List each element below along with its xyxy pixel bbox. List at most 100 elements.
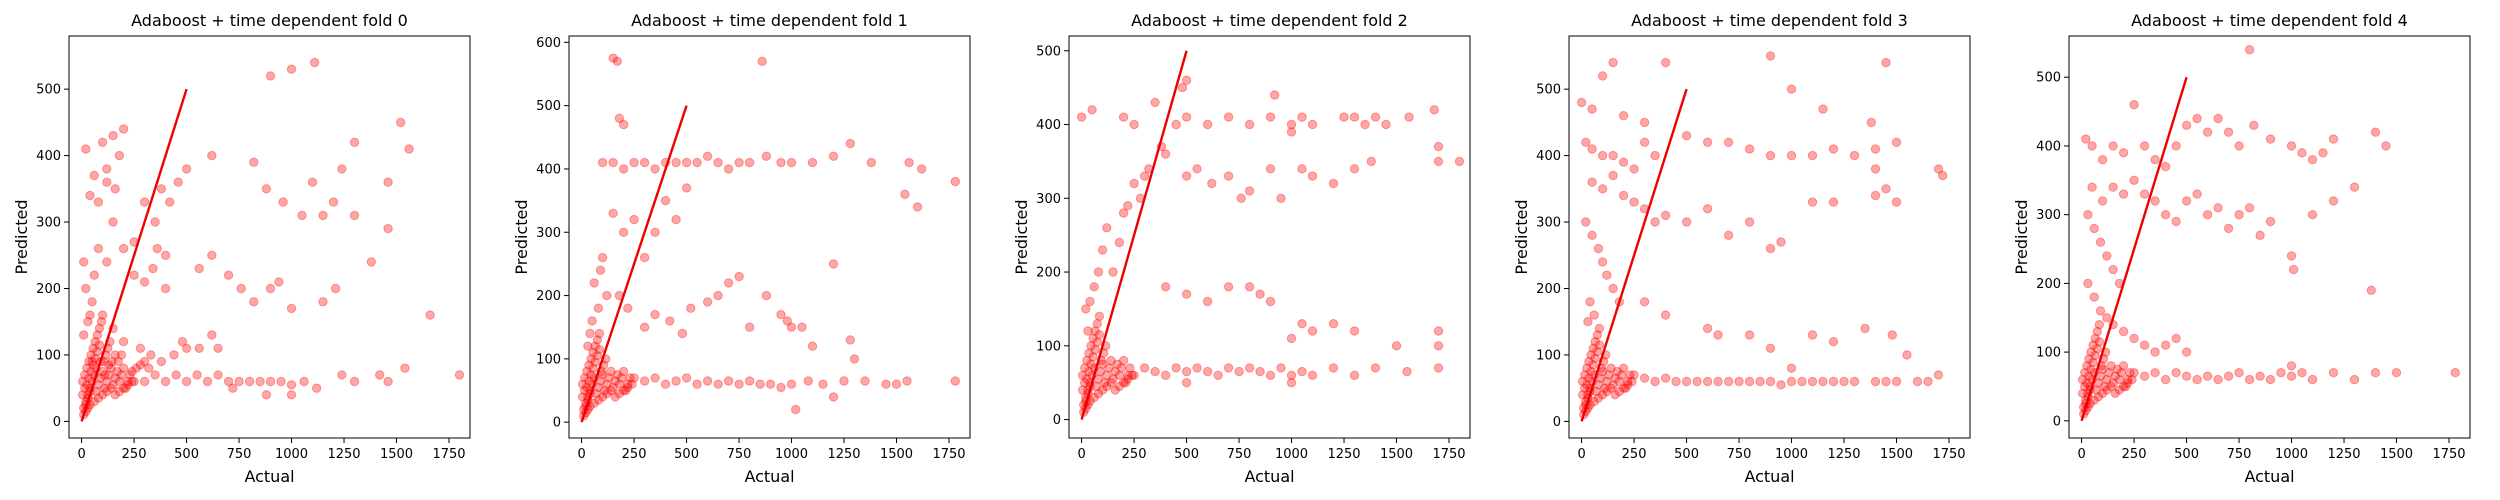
- data-point: [2092, 344, 2103, 354]
- data-point: [1121, 378, 1131, 388]
- data-point: [1123, 201, 1133, 211]
- data-point: [1082, 355, 1092, 366]
- y-tick-label: 300: [1036, 192, 1061, 207]
- x-tick-label: 0: [1577, 447, 1585, 462]
- data-point: [110, 373, 120, 383]
- data-point: [1618, 363, 1629, 373]
- data-point: [1244, 119, 1255, 130]
- plot-frame: [1568, 35, 1971, 439]
- data-point: [1597, 184, 1608, 194]
- data-point: [1807, 330, 1818, 340]
- y-tick-label: 100: [2036, 346, 2061, 361]
- data-point: [612, 370, 622, 380]
- data-point: [1828, 144, 1839, 154]
- data-point: [2318, 148, 2328, 158]
- data-point: [1582, 380, 1592, 390]
- data-point: [639, 157, 650, 168]
- y-axis-label: Predicted: [1512, 199, 1531, 274]
- data-point: [86, 350, 96, 360]
- data-point: [114, 376, 125, 387]
- data-point: [1085, 296, 1095, 307]
- data-point: [261, 184, 272, 194]
- data-point: [1734, 376, 1744, 387]
- data-point: [1593, 243, 1604, 254]
- data-point: [1129, 119, 1139, 130]
- data-point: [1912, 376, 1923, 387]
- data-point: [593, 395, 604, 405]
- data-point: [1171, 363, 1181, 373]
- plot-frame: [568, 35, 971, 439]
- data-point: [1150, 366, 1160, 377]
- data-point: [702, 151, 713, 162]
- data-point: [400, 363, 410, 373]
- data-point: [1244, 282, 1255, 292]
- data-point: [2102, 385, 2112, 395]
- data-point: [604, 373, 614, 383]
- data-point: [1870, 190, 1881, 201]
- x-tick-label: 1500: [2380, 447, 2413, 462]
- data-point: [1112, 359, 1123, 369]
- data-point: [1590, 337, 1600, 347]
- data-point: [1614, 376, 1625, 387]
- data-point: [1629, 197, 1639, 207]
- data-point: [1765, 343, 1776, 353]
- data-point: [90, 353, 100, 363]
- data-point: [106, 383, 116, 393]
- data-point: [1307, 119, 1318, 130]
- data-point: [1097, 245, 1108, 255]
- data-point: [1090, 326, 1100, 336]
- data-point: [118, 383, 129, 393]
- data-point: [1106, 378, 1116, 388]
- data-point: [590, 341, 600, 351]
- data-point: [702, 297, 713, 307]
- data-point: [1181, 75, 1192, 86]
- data-point: [104, 360, 114, 370]
- x-tick-label: 750: [1227, 447, 1252, 462]
- data-point: [671, 157, 681, 168]
- data-point: [396, 117, 406, 128]
- data-point: [2127, 374, 2137, 385]
- data-point: [1587, 177, 1597, 187]
- data-point: [2307, 210, 2318, 220]
- data-point: [249, 157, 259, 167]
- x-tick-label: 1750: [432, 447, 465, 462]
- data-point: [594, 344, 605, 355]
- data-point: [2094, 337, 2105, 347]
- data-point: [1094, 311, 1105, 321]
- data-point: [2139, 371, 2150, 381]
- data-point: [2381, 141, 2391, 151]
- data-point: [1433, 363, 1444, 373]
- data-point: [593, 303, 604, 313]
- data-point: [2171, 216, 2181, 227]
- data-point: [1177, 82, 1188, 93]
- data-point: [276, 376, 286, 387]
- data-point: [1114, 237, 1125, 248]
- data-point: [1612, 366, 1623, 377]
- data-point: [1270, 90, 1280, 100]
- data-point: [160, 376, 171, 387]
- x-tick-label: 0: [77, 447, 85, 462]
- data-point: [223, 376, 234, 387]
- data-point: [1723, 376, 1734, 387]
- x-axis-label: Actual: [2244, 467, 2294, 486]
- data-point: [713, 379, 723, 389]
- data-point: [1618, 383, 1629, 393]
- data-point: [692, 157, 702, 168]
- x-tick-label: 500: [674, 447, 699, 462]
- data-point: [121, 383, 131, 393]
- data-point: [80, 370, 90, 380]
- data-point: [106, 363, 116, 373]
- data-point: [1084, 366, 1094, 377]
- data-point: [2276, 368, 2286, 378]
- data-point: [650, 227, 660, 238]
- data-point: [1081, 304, 1091, 314]
- data-point: [2328, 368, 2339, 378]
- data-point: [2082, 361, 2092, 371]
- data-point: [349, 376, 360, 387]
- data-point: [2223, 223, 2234, 234]
- data-point: [90, 337, 100, 347]
- y-tick-label: 400: [36, 149, 61, 164]
- data-point: [77, 390, 88, 400]
- data-point: [2202, 210, 2213, 220]
